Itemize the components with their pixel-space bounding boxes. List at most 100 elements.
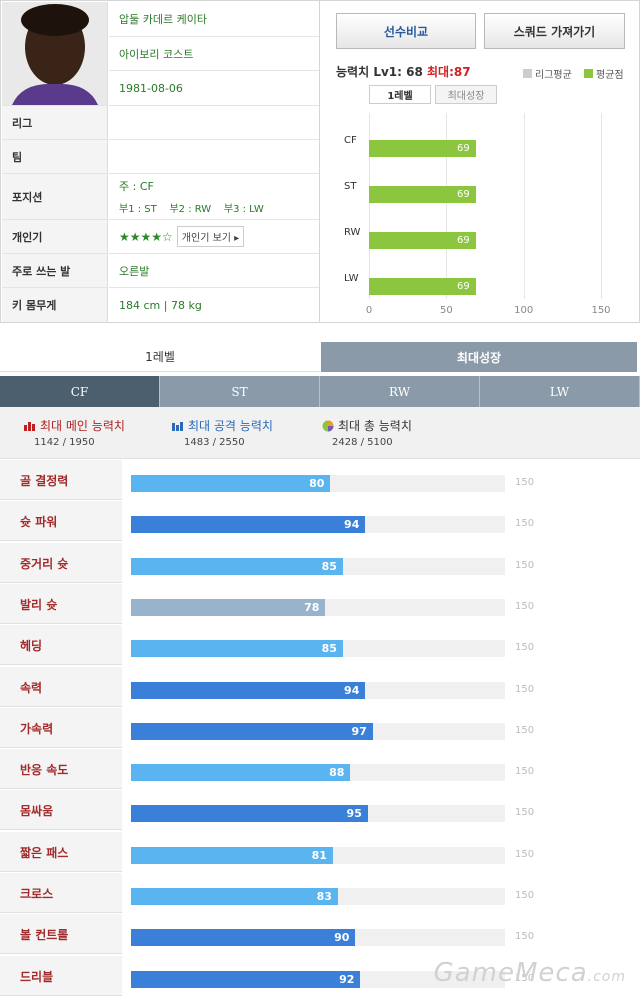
summary-main-title: 최대 메인 능력치 (40, 419, 125, 433)
divider (319, 1, 320, 323)
stat-bar: 83 (131, 888, 338, 905)
ability-label: 능력치 (336, 65, 370, 79)
stat-row: 슛 파워 94 150 (0, 501, 640, 542)
stat-max: 150 (515, 559, 535, 571)
bar-chart-red-icon (24, 421, 35, 431)
stat-name: 골 결정력 (0, 460, 122, 500)
league-value (109, 105, 319, 139)
team-label: 팀 (2, 139, 108, 173)
stat-row: 가속력 97 150 (0, 707, 640, 749)
stat-track: 94 (131, 681, 505, 699)
stat-bar: 85 (131, 557, 343, 575)
stat-name: 헤딩 (0, 625, 122, 666)
position-tabs: CF ST RW LW (0, 376, 640, 407)
pos-tab-lw[interactable]: LW (480, 376, 640, 407)
stat-max: 150 (515, 724, 535, 736)
mini-chart-pos-label: ST (344, 181, 357, 192)
stat-track: 85 (131, 640, 505, 658)
stat-row: 크로스 83 150 (0, 873, 640, 914)
pie-chart-icon (322, 420, 334, 431)
summary-total: 최대 총 능력치 (322, 417, 412, 434)
summary-attack-title: 최대 공격 능력치 (188, 419, 273, 433)
body-label: 키 몸무게 (2, 287, 108, 322)
stat-track: 85 (131, 557, 505, 575)
stat-track: 88 (131, 764, 505, 782)
stat-name: 반응 속도 (0, 749, 122, 790)
stat-bar: 90 (131, 929, 356, 947)
stat-name: 짧은 패스 (0, 831, 122, 872)
legend-avg-label: 평균점 (596, 70, 624, 81)
stat-max: 150 (515, 890, 535, 901)
stat-row: 몸싸움 95 150 (0, 790, 640, 831)
stat-bar: 94 (131, 516, 366, 534)
mini-chart-pos-label: LW (344, 273, 359, 284)
stat-row: 반응 속도 88 150 (0, 749, 640, 790)
tab-level1[interactable]: 1레벨 (0, 342, 320, 372)
stat-track: 95 (131, 805, 505, 823)
popularity-value: ★★★★☆ 개인기 보기 ▸ (109, 219, 319, 253)
stat-track: 80 (131, 475, 505, 492)
mini-chart-gridline (369, 113, 370, 299)
mini-chart-xtick: 100 (514, 305, 534, 316)
stat-row: 짧은 패스 81 150 (0, 831, 640, 873)
player-country: 아이보리 코스트 (109, 36, 319, 70)
stat-name: 드리블 (0, 955, 122, 996)
watermark-suffix: .com (587, 969, 626, 985)
stat-row: 속력 94 150 (0, 666, 640, 708)
body-value: 184 cm | 78 kg (109, 287, 319, 322)
mini-chart-xtick: 50 (439, 305, 453, 316)
compare-button[interactable]: 선수비교 (336, 13, 476, 49)
stat-row: 중거리 슛 85 150 (0, 542, 640, 584)
mini-chart-gridline (523, 113, 525, 299)
stat-row: 드리블 92 150 (0, 955, 640, 997)
legend-avg: 평균점 (584, 66, 624, 81)
stat-track: 92 (131, 970, 505, 988)
summary-total-title: 최대 총 능력치 (338, 419, 412, 433)
stat-row: 헤딩 85 150 (0, 625, 640, 666)
stat-track: 78 (131, 598, 505, 616)
mini-chart-pos-label: CF (344, 135, 357, 146)
stat-track: 83 (131, 888, 505, 905)
summary-main-value: 1142 / 1950 (34, 437, 95, 448)
legend-avg-swatch (584, 69, 593, 78)
tab-maxgrowth[interactable]: 최대성장 (321, 342, 637, 372)
stat-max: 150 (515, 766, 535, 778)
watermark-logo: GameMeca.com (434, 958, 626, 988)
mini-chart (369, 113, 602, 299)
pos-tab-rw[interactable]: RW (320, 376, 480, 407)
stat-bar: 80 (131, 475, 331, 492)
stat-bar: 88 (131, 764, 351, 782)
player-photo (2, 2, 108, 105)
stat-bar: 78 (131, 598, 326, 616)
stat-bar: 85 (131, 640, 343, 658)
stat-name: 몸싸움 (0, 790, 122, 831)
foot-value: 오른발 (109, 253, 319, 287)
stat-row: 볼 컨트롤 90 150 (0, 914, 640, 955)
ability-max: 최대:87 (427, 65, 471, 79)
stat-bar: 92 (131, 970, 361, 988)
stat-name: 슛 파워 (0, 501, 122, 542)
mini-chart-gridline (446, 113, 448, 299)
squad-button[interactable]: 스쿼드 가져가기 (484, 13, 625, 49)
team-value (109, 139, 319, 173)
popularity-label: 개인기 (2, 219, 108, 253)
stat-track: 94 (131, 516, 505, 534)
stat-max: 150 (515, 600, 535, 612)
player-name: 압둘 카데르 케이타 (119, 13, 207, 26)
mini-tab-maxgrowth[interactable]: 최대성장 (435, 85, 497, 104)
pos-tab-st[interactable]: ST (160, 376, 320, 407)
stat-bar: 97 (131, 722, 373, 740)
ability-lv: Lv1: 68 (373, 65, 423, 79)
legend-league: 리그평균 (523, 66, 572, 81)
popularity-button[interactable]: 개인기 보기 ▸ (176, 226, 245, 247)
mini-tab-level1[interactable]: 1레벨 (369, 85, 431, 104)
mini-chart-pos-label: RW (344, 227, 361, 238)
pos-tab-cf[interactable]: CF (0, 376, 160, 407)
stat-max: 150 (515, 477, 535, 488)
stat-bar: 95 (131, 805, 368, 823)
stat-name: 가속력 (0, 707, 122, 748)
summary-attack: 최대 공격 능력치 (172, 417, 273, 434)
stat-max: 150 (515, 931, 535, 943)
ability-title: 능력치 Lv1: 68 최대:87 (336, 63, 471, 80)
stat-bar: 81 (131, 846, 333, 864)
